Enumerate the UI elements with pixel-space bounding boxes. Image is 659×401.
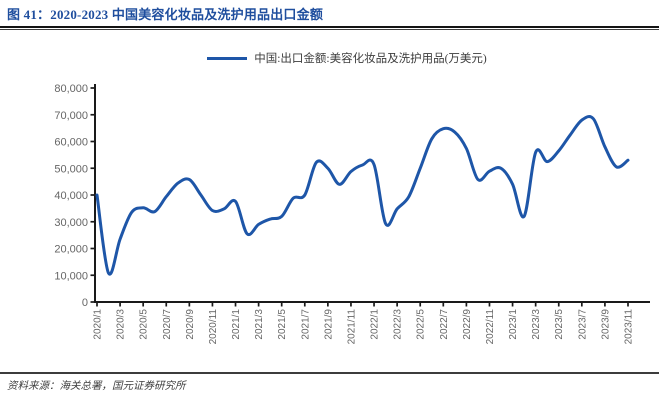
x-tick-label: 2020/5: [139, 309, 150, 340]
x-tick-label: 2022/7: [439, 309, 450, 340]
x-tick-label: 2022/1: [370, 309, 381, 340]
x-tick-label: 2023/11: [624, 309, 635, 345]
y-axis-labels: 0 10,000 20,000 30,000 40,000 50,000 60,000 70,…: [54, 83, 88, 309]
x-tick-label: 2023/5: [554, 309, 565, 340]
y-tick-label: 60,000: [54, 137, 88, 149]
y-tick-label: 70,000: [54, 110, 88, 122]
x-tick-label: 2023/1: [508, 309, 519, 340]
y-tick-label: 40,000: [54, 190, 88, 202]
legend-label: 中国:出口金额:美容化妆品及洗护用品(万美元): [254, 53, 487, 65]
x-tick-label: 2023/9: [600, 309, 611, 340]
x-tick-label: 2021/3: [254, 309, 265, 340]
y-tick-label: 50,000: [54, 163, 88, 175]
x-tick-label: 2022/9: [462, 309, 473, 340]
source-divider: [0, 372, 659, 374]
title-divider: [0, 26, 659, 30]
x-tick-label: 2021/7: [300, 309, 311, 340]
x-tick-label: 2023/7: [577, 309, 588, 340]
x-axis-ticks: [96, 302, 629, 307]
x-tick-label: 2021/11: [346, 309, 357, 345]
source-note: 资料来源：海关总署，国元证券研究所: [7, 381, 186, 392]
x-tick-label: 2022/5: [416, 309, 427, 340]
x-tick-label: 2020/9: [185, 309, 196, 340]
x-tick-label: 2021/5: [277, 309, 288, 340]
y-tick-label: 0: [82, 297, 88, 309]
x-tick-label: 2021/1: [231, 309, 242, 340]
y-tick-label: 10,000: [54, 270, 88, 282]
x-axis-labels: 2020/1 2020/3 2020/5 2020/7 2020/9 2020/11 202…: [93, 309, 635, 345]
x-tick-label: 2021/9: [323, 309, 334, 340]
y-tick-label: 20,000: [54, 244, 88, 256]
chart-legend: 中国:出口金额:美容化妆品及洗护用品(万美元): [35, 50, 659, 66]
x-tick-label: 2020/11: [208, 309, 219, 345]
legend-line-swatch: [207, 56, 248, 60]
x-tick-label: 2022/3: [393, 309, 404, 340]
y-axis-ticks: [90, 87, 95, 303]
x-tick-label: 2022/11: [485, 309, 496, 345]
x-tick-label: 2020/7: [162, 309, 173, 340]
x-tick-label: 2023/3: [531, 309, 542, 340]
figure-title: 图 41：2020-2023 中国美容化妆品及洗护用品出口金额: [7, 7, 324, 22]
y-tick-label: 30,000: [54, 217, 88, 229]
x-tick-label: 2020/1: [93, 309, 104, 340]
y-tick-label: 80,000: [54, 83, 88, 95]
series-line: [95, 115, 630, 276]
x-tick-label: 2020/3: [116, 309, 127, 340]
